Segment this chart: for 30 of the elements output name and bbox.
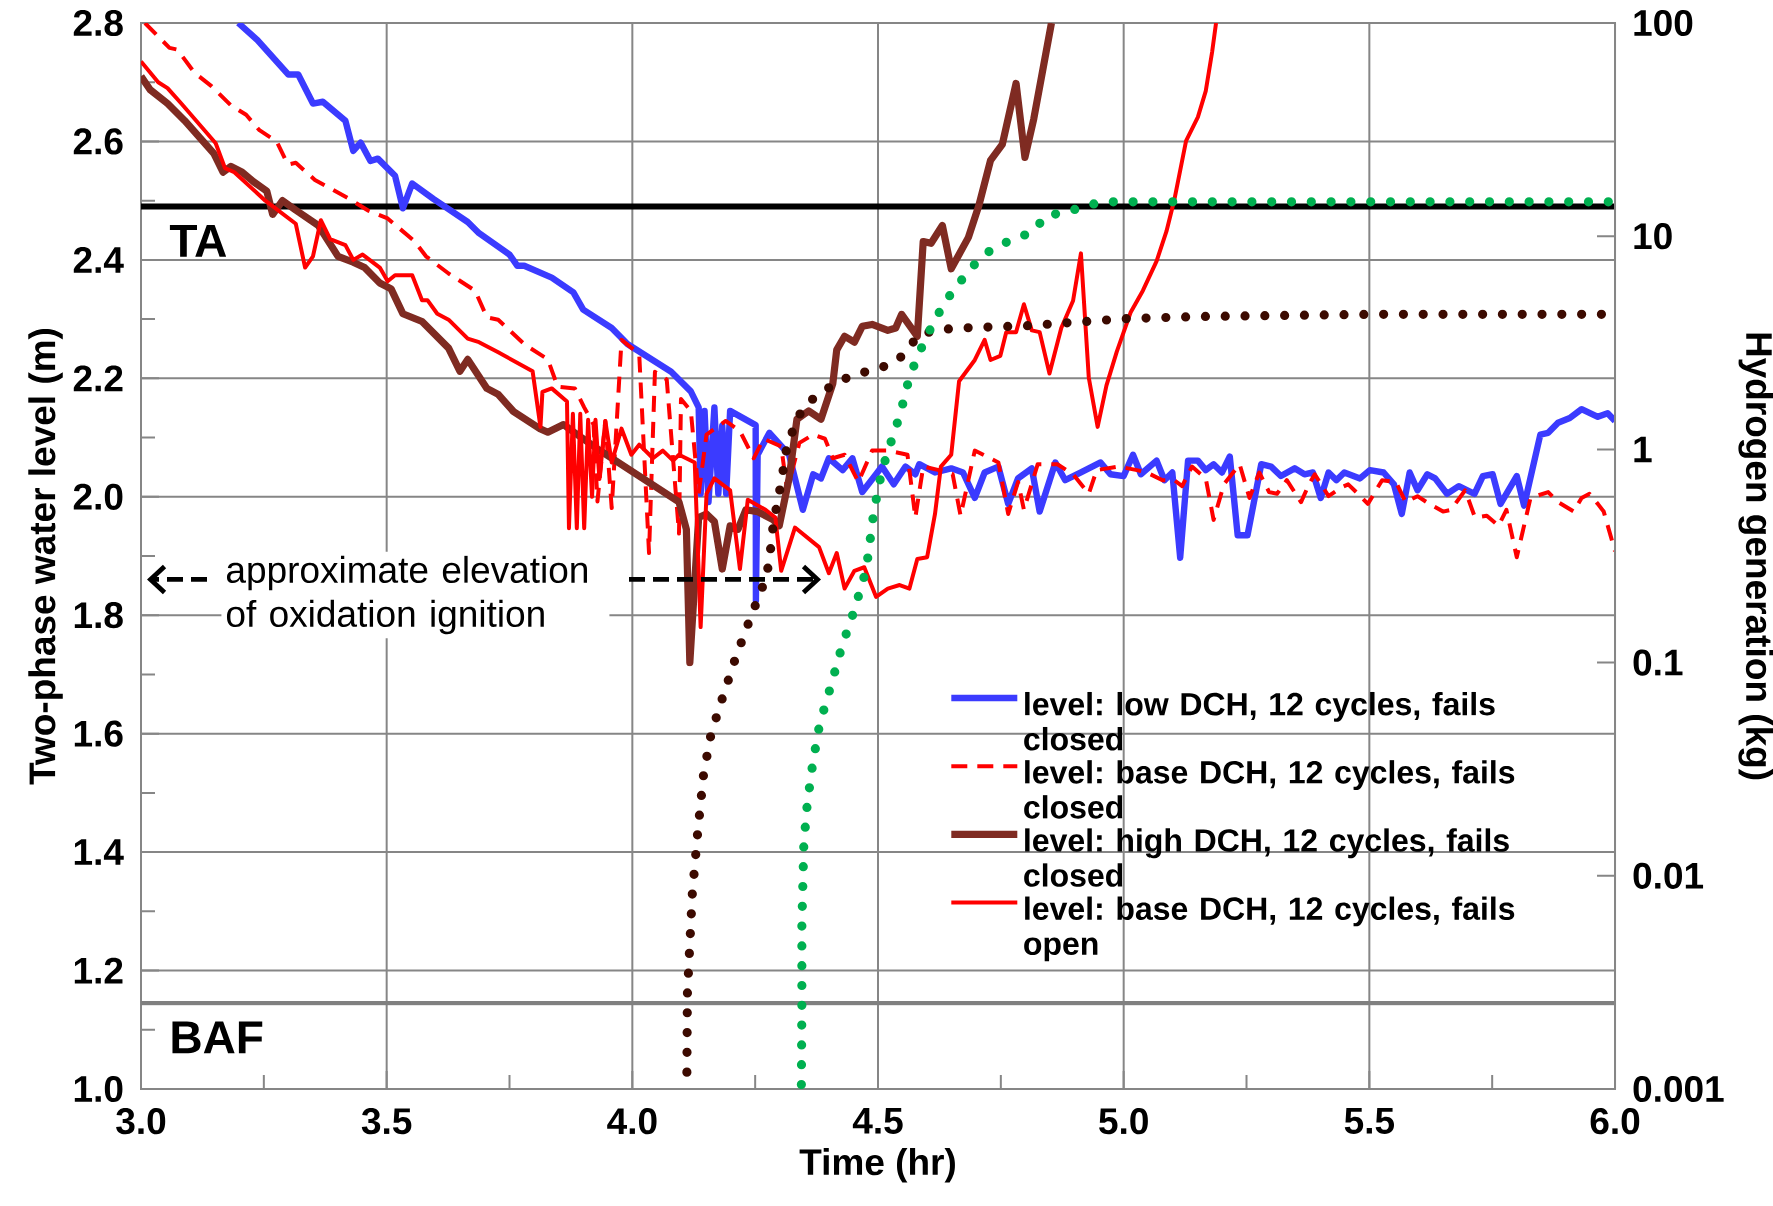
y2-axis-title: Hydrogen generation (kg) bbox=[1738, 333, 1773, 780]
ref-line-label: BAF bbox=[172, 1021, 263, 1054]
y-tick-label: 2.2 bbox=[73, 365, 123, 392]
x-tick-label: 3.5 bbox=[361, 1108, 412, 1135]
y2-tick-label: 10 bbox=[1634, 223, 1672, 250]
annotation: approximate elevation of oxidation ignition bbox=[226, 555, 587, 635]
y2-tick-label: 0.01 bbox=[1633, 862, 1704, 889]
y-tick-label: 1.4 bbox=[74, 839, 124, 865]
x-tick-label: 4.0 bbox=[607, 1108, 657, 1135]
x-tick-label: 3.0 bbox=[116, 1108, 166, 1135]
x-tick-label: 5.5 bbox=[1344, 1108, 1395, 1134]
y-tick-label: 1.8 bbox=[74, 602, 123, 629]
ref-line-label: TA bbox=[169, 224, 227, 257]
y-tick-label: 2.0 bbox=[73, 483, 123, 510]
x-axis-title: Time (hr) bbox=[799, 1148, 955, 1183]
y-tick-label: 2.8 bbox=[73, 9, 123, 37]
y2-tick-label: 1 bbox=[1634, 436, 1652, 463]
y2-tick-label: 0.001 bbox=[1633, 1075, 1724, 1103]
y-axis-title: Two-phase water level (m) bbox=[28, 328, 63, 785]
y-tick-label: 1.0 bbox=[74, 1075, 123, 1103]
legend-label: level: base DCH, 12 cycles, fails open bbox=[1024, 896, 1515, 962]
x-tick-label: 4.5 bbox=[852, 1108, 903, 1134]
y2-tick-label: 100 bbox=[1634, 9, 1693, 37]
x-tick-label: 5.0 bbox=[1099, 1108, 1148, 1135]
y-tick-label: 1.2 bbox=[74, 957, 123, 984]
y2-tick-label: 0.1 bbox=[1633, 649, 1683, 676]
y-tick-label: 1.6 bbox=[74, 720, 123, 747]
x-tick-label: 6.0 bbox=[1590, 1108, 1640, 1135]
y-tick-label: 2.6 bbox=[73, 128, 123, 155]
y-tick-label: 2.4 bbox=[73, 246, 124, 273]
